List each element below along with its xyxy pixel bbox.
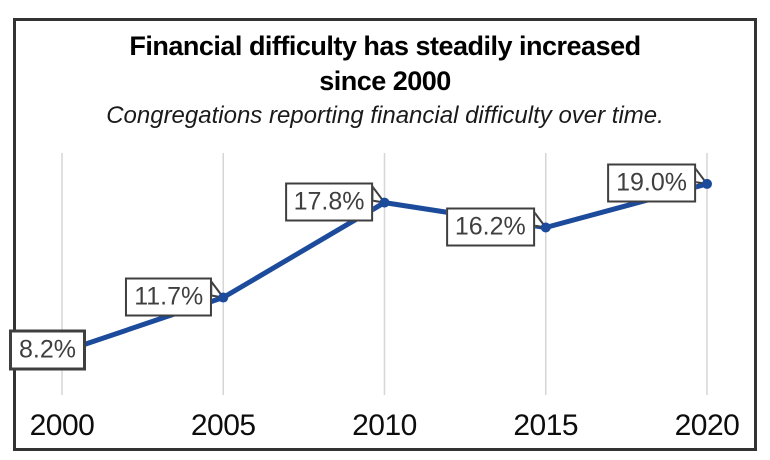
chart-title: Financial difficulty has steadily increa…	[0, 29, 770, 99]
figure-border	[13, 18, 757, 451]
data-point-dot	[57, 347, 67, 357]
chart-subtitle: Congregations reporting financial diffic…	[106, 102, 664, 129]
data-point-dot	[702, 178, 712, 189]
data-point-dot	[379, 197, 390, 208]
data-point-dot	[218, 292, 229, 303]
data-point-dot	[540, 222, 551, 233]
chart-title-line2: since 2000	[319, 66, 451, 96]
chart-title-line1: Financial difficulty has steadily increa…	[129, 31, 641, 61]
